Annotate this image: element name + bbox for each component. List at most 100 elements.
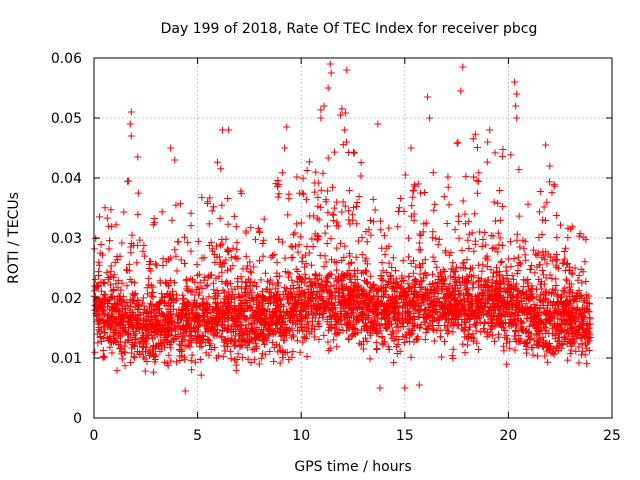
data-point	[358, 269, 366, 277]
data-point	[576, 291, 584, 299]
data-point	[566, 263, 574, 271]
data-point	[441, 321, 449, 329]
data-point	[282, 312, 290, 320]
data-point	[231, 342, 239, 350]
data-point	[127, 349, 135, 357]
data-point	[207, 238, 215, 246]
data-point	[572, 310, 580, 318]
data-point	[472, 306, 480, 314]
data-point	[291, 292, 299, 300]
data-point	[259, 239, 267, 247]
data-point	[171, 246, 179, 254]
data-point	[357, 326, 365, 334]
data-point	[147, 292, 155, 300]
data-point	[552, 281, 560, 289]
data-point	[404, 234, 412, 242]
data-point	[401, 171, 409, 179]
data-point	[316, 251, 324, 259]
data-point	[416, 246, 424, 254]
data-point	[497, 319, 505, 327]
data-point	[458, 321, 466, 329]
data-point	[438, 353, 446, 361]
data-point	[535, 325, 543, 333]
data-point	[429, 270, 437, 278]
data-point	[527, 262, 535, 270]
data-point	[482, 241, 490, 249]
data-point	[377, 271, 385, 279]
data-point	[121, 305, 129, 313]
data-point	[507, 151, 515, 159]
data-point	[572, 327, 580, 335]
data-point	[93, 330, 101, 338]
data-point	[178, 337, 186, 345]
data-point	[240, 331, 248, 339]
data-point	[138, 335, 146, 343]
data-point	[535, 275, 543, 283]
data-point	[512, 337, 520, 345]
data-point	[432, 298, 440, 306]
data-point	[293, 220, 301, 228]
data-point	[441, 267, 449, 275]
data-point	[553, 233, 561, 241]
data-point	[209, 279, 217, 287]
data-point	[350, 204, 358, 212]
data-point	[123, 298, 131, 306]
data-point	[564, 234, 572, 242]
data-point	[163, 320, 171, 328]
data-point	[172, 324, 180, 332]
data-point	[464, 311, 472, 319]
data-point	[567, 286, 575, 294]
data-point	[582, 291, 590, 299]
data-point	[421, 188, 429, 196]
data-point	[572, 335, 580, 343]
data-point	[411, 281, 419, 289]
data-point	[117, 350, 125, 358]
data-point	[269, 280, 277, 288]
data-point	[236, 332, 244, 340]
data-point	[362, 290, 370, 298]
data-point	[207, 271, 215, 279]
data-point	[404, 329, 412, 337]
data-point	[543, 198, 551, 206]
data-point	[518, 289, 526, 297]
data-point	[361, 257, 369, 265]
data-point	[266, 327, 274, 335]
data-point	[460, 309, 468, 317]
data-point	[310, 311, 318, 319]
data-point	[341, 109, 349, 117]
data-point	[431, 200, 439, 208]
data-point	[205, 342, 213, 350]
data-point	[180, 329, 188, 337]
data-point	[529, 294, 537, 302]
data-point	[267, 293, 275, 301]
data-point	[585, 299, 593, 307]
data-point	[321, 229, 329, 237]
data-point	[536, 280, 544, 288]
data-point	[113, 367, 121, 375]
data-point	[385, 346, 393, 354]
data-point	[456, 278, 464, 286]
data-point	[187, 336, 195, 344]
data-point	[318, 276, 326, 284]
data-point	[402, 315, 410, 323]
data-point	[151, 353, 159, 361]
data-point	[95, 258, 103, 266]
data-point	[285, 190, 293, 198]
data-point	[370, 321, 378, 329]
data-point	[333, 198, 341, 206]
data-point	[244, 355, 252, 363]
data-point	[582, 304, 590, 312]
data-point	[381, 315, 389, 323]
data-point	[357, 159, 365, 167]
data-point	[238, 284, 246, 292]
data-point	[164, 324, 172, 332]
data-point	[218, 334, 226, 342]
data-point	[462, 286, 470, 294]
data-point	[323, 222, 331, 230]
data-point	[532, 285, 540, 293]
data-point	[500, 324, 508, 332]
data-point	[352, 330, 360, 338]
data-point	[266, 348, 274, 356]
data-point	[237, 300, 245, 308]
data-point	[417, 232, 425, 240]
